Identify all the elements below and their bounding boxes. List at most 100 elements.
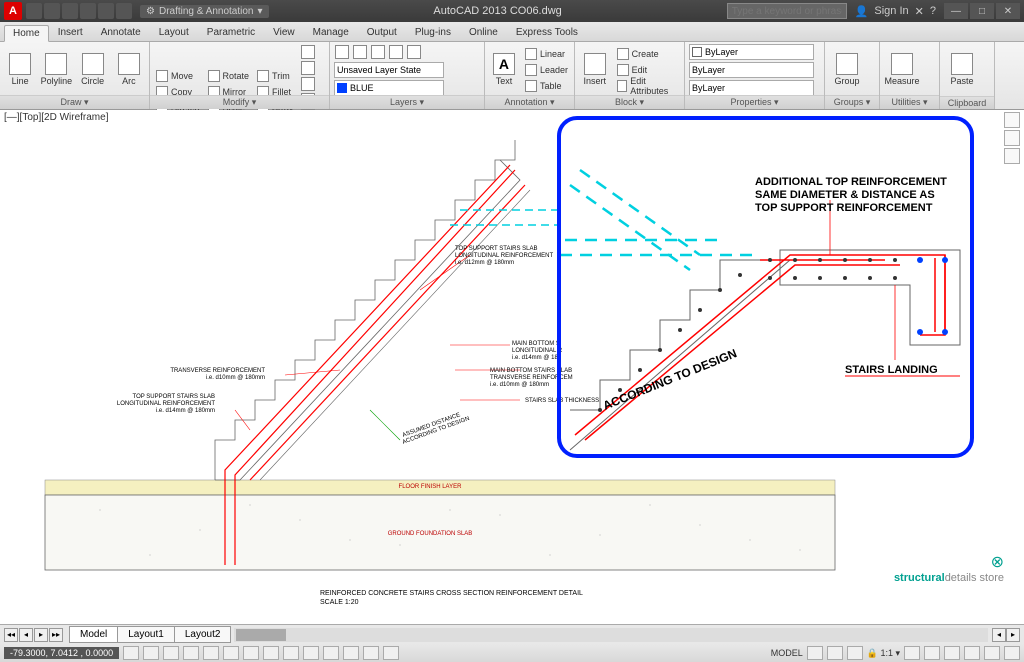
sb-grid-icon[interactable] xyxy=(143,646,159,660)
panel-block-title[interactable]: Block ▾ xyxy=(575,95,684,109)
modify-misc-icon[interactable] xyxy=(301,61,315,75)
model-indicator[interactable]: MODEL xyxy=(771,648,803,658)
move-button[interactable]: Move xyxy=(154,69,202,84)
scale-indicator[interactable]: 🔒 1:1 ▾ xyxy=(867,648,900,659)
vc-min-icon[interactable] xyxy=(1004,148,1020,164)
polyline-button[interactable]: Polyline xyxy=(40,46,72,94)
signin-link[interactable]: Sign In xyxy=(874,5,908,17)
sb-lwt-icon[interactable] xyxy=(303,646,319,660)
sb-layout-icon[interactable] xyxy=(807,646,823,660)
minimize-button[interactable]: — xyxy=(944,3,968,19)
tab-plugins[interactable]: Plug-ins xyxy=(406,24,460,41)
layout-tab-model[interactable]: Model xyxy=(69,626,118,643)
workspace-selector[interactable]: ⚙ Drafting & Annotation ▾ xyxy=(140,5,269,18)
text-button[interactable]: AText xyxy=(489,46,519,94)
close-button[interactable]: ✕ xyxy=(996,3,1020,19)
sb-hw-icon[interactable] xyxy=(964,646,980,660)
layout-last-button[interactable]: ▸▸ xyxy=(49,628,63,642)
leader-button[interactable]: Leader xyxy=(523,62,570,77)
sb-ortho-icon[interactable] xyxy=(163,646,179,660)
layout-tab-2[interactable]: Layout2 xyxy=(174,626,232,643)
help-icon[interactable]: ? xyxy=(930,5,936,17)
coords-readout[interactable]: -79.3000, 7.0412 , 0.0000 xyxy=(4,647,119,659)
paste-button[interactable]: Paste xyxy=(944,46,980,94)
panel-modify-title[interactable]: Modify ▾ xyxy=(150,95,329,109)
panel-groups-title[interactable]: Groups ▾ xyxy=(825,95,879,109)
tab-online[interactable]: Online xyxy=(460,24,507,41)
sb-ducs-icon[interactable] xyxy=(263,646,279,660)
color-dropdown[interactable]: ByLayer xyxy=(689,44,814,60)
panel-layers-title[interactable]: Layers ▾ xyxy=(330,95,484,109)
horizontal-scrollbar[interactable] xyxy=(234,628,988,642)
layer-iso-icon[interactable] xyxy=(371,45,385,59)
tab-view[interactable]: View xyxy=(264,24,304,41)
qat-new-icon[interactable] xyxy=(26,3,42,19)
qat-save-icon[interactable] xyxy=(62,3,78,19)
panel-annotation-title[interactable]: Annotation ▾ xyxy=(485,95,574,109)
sb-sc-icon[interactable] xyxy=(363,646,379,660)
create-block-button[interactable]: Create xyxy=(615,46,680,61)
qat-print-icon[interactable] xyxy=(116,3,132,19)
insert-button[interactable]: Insert xyxy=(579,46,611,94)
tab-parametric[interactable]: Parametric xyxy=(198,24,264,41)
modify-misc-icon[interactable] xyxy=(301,77,315,91)
sb-iso-icon[interactable] xyxy=(984,646,1000,660)
layer-props-icon[interactable] xyxy=(335,45,349,59)
exchange-icon[interactable]: ✕ xyxy=(915,5,924,18)
line-button[interactable]: Line xyxy=(4,46,36,94)
sb-annoscale-icon[interactable] xyxy=(904,646,920,660)
tab-manage[interactable]: Manage xyxy=(304,24,358,41)
panel-clipboard-title[interactable]: Clipboard xyxy=(940,96,994,109)
layout-tab-1[interactable]: Layout1 xyxy=(117,626,175,643)
current-layer-dropdown[interactable]: BLUE xyxy=(334,80,444,96)
sb-am-icon[interactable] xyxy=(383,646,399,660)
maximize-button[interactable]: □ xyxy=(970,3,994,19)
tab-layout[interactable]: Layout xyxy=(150,24,198,41)
sb-polar-icon[interactable] xyxy=(183,646,199,660)
layer-states-icon[interactable] xyxy=(353,45,367,59)
sb-osnap-icon[interactable] xyxy=(203,646,219,660)
panel-utilities-title[interactable]: Utilities ▾ xyxy=(880,95,939,109)
layer-state-dropdown[interactable]: Unsaved Layer State xyxy=(334,62,444,78)
app-logo[interactable]: A xyxy=(4,2,22,20)
user-icon[interactable]: 👤 xyxy=(855,5,869,18)
sb-snap-icon[interactable] xyxy=(123,646,139,660)
modify-misc-icon[interactable] xyxy=(301,45,315,59)
tab-home[interactable]: Home xyxy=(4,25,49,42)
measure-button[interactable]: Measure xyxy=(884,46,920,94)
linetype-dropdown[interactable]: ByLayer xyxy=(689,80,814,96)
sb-toolbar-icon[interactable] xyxy=(944,646,960,660)
tab-output[interactable]: Output xyxy=(358,24,406,41)
layout-first-button[interactable]: ◂◂ xyxy=(4,628,18,642)
tab-express[interactable]: Express Tools xyxy=(507,24,587,41)
panel-draw-title[interactable]: Draw ▾ xyxy=(0,95,149,109)
sb-qv-icon[interactable] xyxy=(827,646,843,660)
hscroll-thumb[interactable] xyxy=(236,629,286,641)
vc-max-icon[interactable] xyxy=(1004,130,1020,146)
sb-otrack-icon[interactable] xyxy=(243,646,259,660)
rotate-button[interactable]: Rotate xyxy=(206,69,252,84)
group-button[interactable]: Group xyxy=(829,46,865,94)
sb-qvlayout-icon[interactable] xyxy=(847,646,863,660)
hscroll-left-button[interactable]: ◂ xyxy=(992,628,1006,642)
hscroll-right-button[interactable]: ▸ xyxy=(1006,628,1020,642)
linear-dim-button[interactable]: Linear xyxy=(523,46,570,61)
sb-tpy-icon[interactable] xyxy=(323,646,339,660)
sb-clean-icon[interactable] xyxy=(1004,646,1020,660)
table-button[interactable]: Table xyxy=(523,78,570,93)
qat-open-icon[interactable] xyxy=(44,3,60,19)
sb-ws-icon[interactable] xyxy=(924,646,940,660)
drawing-area[interactable]: [—][Top][2D Wireframe] xyxy=(0,110,1024,624)
tab-annotate[interactable]: Annotate xyxy=(92,24,150,41)
layer-off-icon[interactable] xyxy=(407,45,421,59)
qat-undo-icon[interactable] xyxy=(80,3,96,19)
sb-qp-icon[interactable] xyxy=(343,646,359,660)
tab-insert[interactable]: Insert xyxy=(49,24,92,41)
layout-prev-button[interactable]: ◂ xyxy=(19,628,33,642)
viewport-label[interactable]: [—][Top][2D Wireframe] xyxy=(4,112,108,123)
vc-close-icon[interactable] xyxy=(1004,112,1020,128)
sb-3dosnap-icon[interactable] xyxy=(223,646,239,660)
layout-next-button[interactable]: ▸ xyxy=(34,628,48,642)
sb-dyn-icon[interactable] xyxy=(283,646,299,660)
lineweight-dropdown[interactable]: ByLayer xyxy=(689,62,814,78)
